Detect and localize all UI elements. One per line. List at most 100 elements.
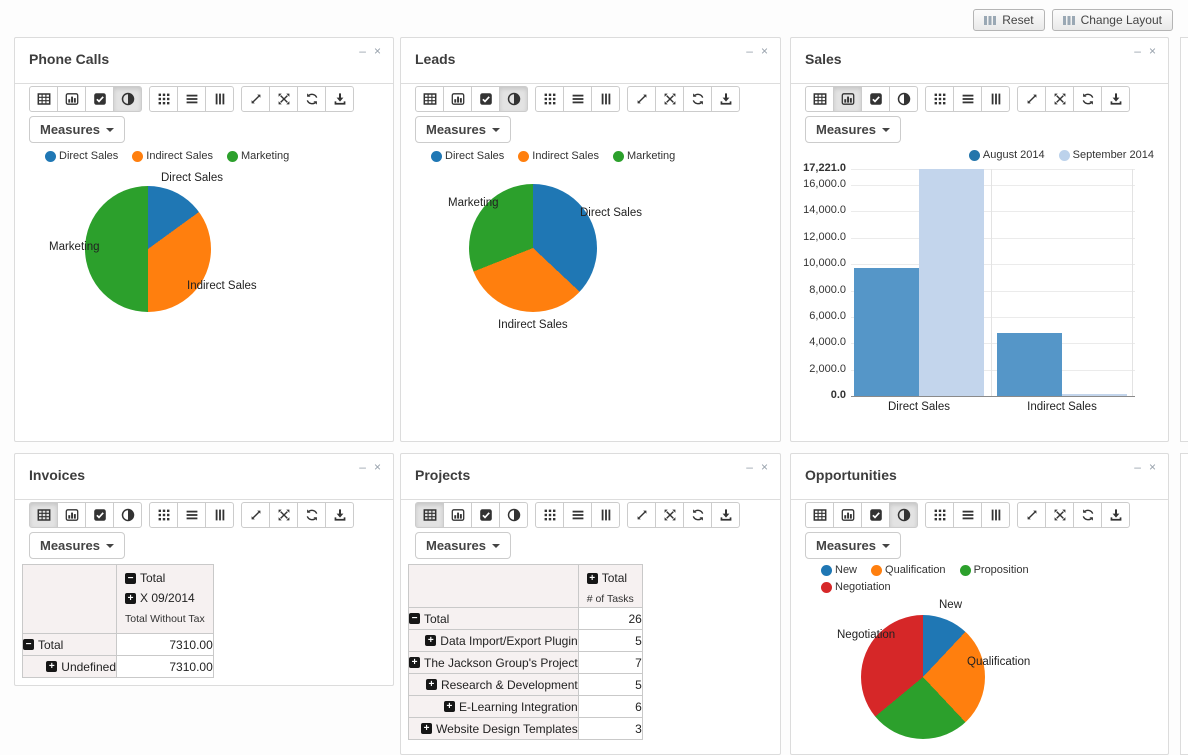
measures-dropdown[interactable]: Measures [415,532,511,559]
legend-item[interactable]: Direct Sales [45,150,118,162]
refresh-button[interactable] [683,86,712,112]
pivot-row-header[interactable]: − Total [22,633,117,656]
bar-chart-button[interactable] [833,502,862,528]
expand-button[interactable] [1017,502,1046,528]
pivot-row-header[interactable]: − Total [408,607,579,630]
expand-icon[interactable]: + [425,635,437,646]
grid-button[interactable] [535,502,564,528]
pivot-column-header[interactable]: − Total + X 09/2014 Total Without Tax [116,564,214,634]
close-button[interactable]: × [1148,460,1156,474]
pivot-column-header[interactable]: + Total # of Tasks [577,564,643,608]
check-square-button[interactable] [861,86,890,112]
columns-button[interactable] [205,86,234,112]
table-button[interactable] [29,502,58,528]
legend-item[interactable]: Marketing [612,150,675,162]
legend-item[interactable]: Direct Sales [431,150,504,162]
pivot-row-header[interactable]: + The Jackson Group's Project [408,651,579,674]
list-button[interactable] [953,502,982,528]
pivot-header-line[interactable]: + X 09/2014 [117,585,213,605]
pivot-row-header[interactable]: + E-Learning Integration [408,695,579,718]
grid-button[interactable] [925,502,954,528]
legend-item[interactable]: Marketing [226,150,289,162]
close-button[interactable]: × [760,460,768,474]
expand-button[interactable] [627,86,656,112]
expand-button[interactable] [627,502,656,528]
check-square-button[interactable] [85,86,114,112]
table-button[interactable] [805,86,834,112]
legend-item[interactable]: August 2014 [968,149,1045,161]
check-square-button[interactable] [471,86,500,112]
columns-button[interactable] [591,502,620,528]
minimize-button[interactable]: – [1134,460,1141,474]
legend-item[interactable]: September 2014 [1058,149,1154,161]
legend-item[interactable]: Indirect Sales [518,150,599,162]
move-button[interactable] [269,86,298,112]
expand-icon[interactable]: + [586,572,598,584]
refresh-button[interactable] [297,86,326,112]
close-button[interactable]: × [373,460,381,474]
collapse-icon[interactable]: − [409,613,420,624]
reset-button[interactable]: Reset [973,9,1045,31]
pivot-header-line[interactable]: − Total [117,565,213,585]
grid-button[interactable] [535,86,564,112]
check-square-button[interactable] [85,502,114,528]
legend-item[interactable]: Negotiation [821,581,891,593]
check-square-button[interactable] [471,502,500,528]
contrast-button[interactable] [499,86,528,112]
bar-chart-button[interactable] [443,502,472,528]
contrast-button[interactable] [113,502,142,528]
move-button[interactable] [1045,86,1074,112]
pivot-row-header[interactable]: + Data Import/Export Plugin [408,629,579,652]
expand-icon[interactable]: + [421,723,433,734]
bar-september-2014-indirect-sales[interactable] [1062,394,1127,396]
table-button[interactable] [29,86,58,112]
download-button[interactable] [325,502,354,528]
contrast-button[interactable] [889,86,918,112]
list-button[interactable] [563,502,592,528]
refresh-button[interactable] [683,502,712,528]
download-button[interactable] [711,502,740,528]
columns-button[interactable] [981,86,1010,112]
move-button[interactable] [1045,502,1074,528]
close-button[interactable]: × [760,44,768,58]
expand-button[interactable] [241,86,270,112]
minimize-button[interactable]: – [746,44,753,58]
measures-dropdown[interactable]: Measures [805,116,901,143]
close-button[interactable]: × [373,44,381,58]
pie-chart[interactable] [469,184,597,312]
list-button[interactable] [177,86,206,112]
download-button[interactable] [325,86,354,112]
contrast-button[interactable] [499,502,528,528]
table-button[interactable] [415,502,444,528]
close-button[interactable]: × [1148,44,1156,58]
refresh-button[interactable] [1073,86,1102,112]
grid-button[interactable] [149,502,178,528]
check-square-button[interactable] [861,502,890,528]
columns-button[interactable] [591,86,620,112]
minimize-button[interactable]: – [1134,44,1141,58]
expand-icon[interactable]: + [425,679,437,690]
legend-item[interactable]: Proposition [959,564,1029,576]
bar-august-2014-direct-sales[interactable] [854,268,919,396]
expand-button[interactable] [1017,86,1046,112]
bar-august-2014-indirect-sales[interactable] [997,332,1062,396]
grid-button[interactable] [925,86,954,112]
legend-item[interactable]: New [821,564,857,576]
download-button[interactable] [711,86,740,112]
minimize-button[interactable]: – [359,44,366,58]
columns-button[interactable] [981,502,1010,528]
expand-icon[interactable]: + [409,657,420,668]
pie-chart[interactable] [85,186,211,312]
bar-september-2014-direct-sales[interactable] [919,169,984,396]
download-button[interactable] [1101,86,1130,112]
collapse-icon[interactable]: − [23,639,34,650]
pivot-row-header[interactable]: + Research & Development [408,673,579,696]
expand-icon[interactable]: + [443,701,455,712]
legend-item[interactable]: Qualification [871,564,946,576]
grid-button[interactable] [149,86,178,112]
expand-icon[interactable]: + [46,661,58,672]
pivot-header-line[interactable]: + Total [579,565,642,585]
change-layout-button[interactable]: Change Layout [1051,9,1173,31]
download-button[interactable] [1101,502,1130,528]
table-button[interactable] [415,86,444,112]
